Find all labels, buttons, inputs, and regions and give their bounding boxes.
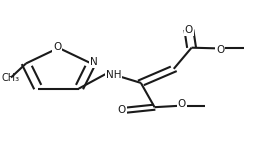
Text: O: O: [118, 105, 126, 115]
Text: O: O: [53, 42, 61, 52]
Text: O: O: [178, 99, 186, 109]
Text: O: O: [185, 25, 193, 35]
Text: NH: NH: [106, 70, 121, 80]
Text: O: O: [216, 45, 225, 55]
Text: N: N: [90, 57, 97, 67]
Text: CH₃: CH₃: [2, 73, 20, 83]
